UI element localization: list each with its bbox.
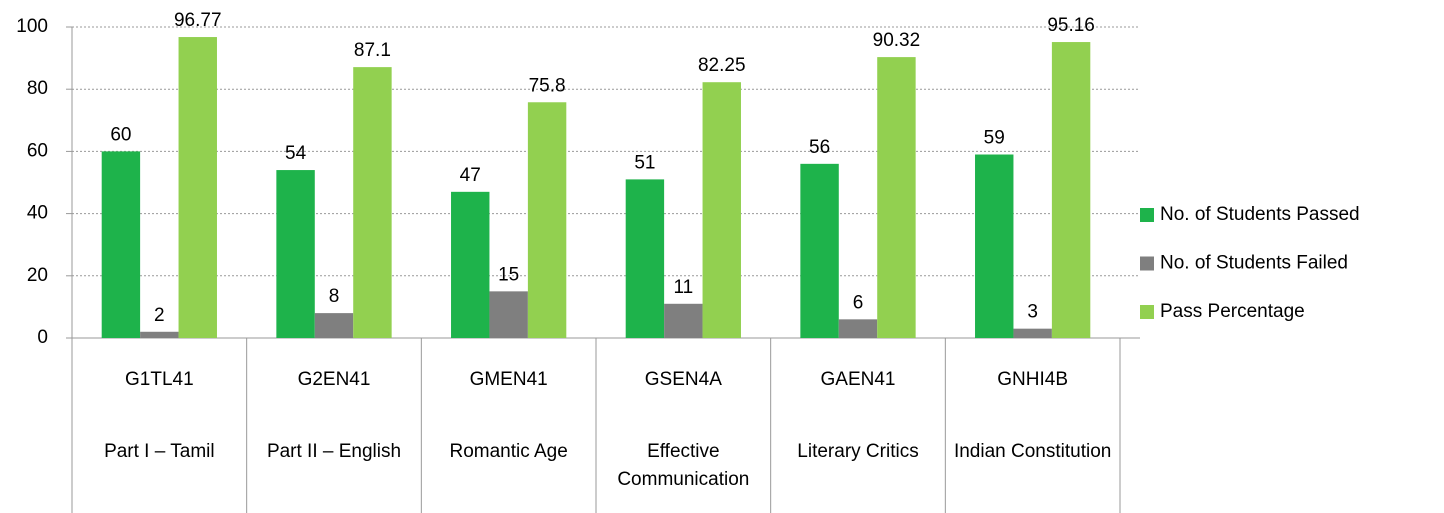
data-label: 87.1 [354, 40, 391, 61]
y-tick-label: 80 [27, 78, 48, 99]
data-label: 8 [329, 286, 340, 307]
category-code: G1TL41 [125, 369, 194, 390]
category-code: GNHI4B [997, 369, 1069, 390]
bar [800, 163, 839, 338]
bar [975, 154, 1014, 338]
legend-label: No. of Students Failed [1160, 253, 1348, 274]
bar [314, 313, 354, 338]
data-label: 54 [285, 143, 307, 164]
data-label: 96.77 [174, 10, 222, 31]
data-label: 3 [1027, 302, 1038, 323]
bar [1013, 328, 1052, 338]
data-label: 82.25 [698, 55, 746, 76]
bar [702, 82, 741, 338]
bar [838, 319, 878, 338]
data-label: 15 [498, 264, 519, 285]
category-name: Indian Constitution [953, 441, 1112, 462]
y-tick-label: 100 [16, 16, 48, 37]
data-label: 95.16 [1047, 15, 1095, 36]
bar [1051, 42, 1091, 338]
category-name: Literary Critics [797, 441, 919, 462]
category-name: Part II – English [266, 441, 402, 462]
y-tick-label: 20 [27, 265, 48, 286]
category-name: Romantic Age [449, 441, 568, 462]
data-label: 90.32 [873, 30, 921, 51]
category-name: Effective Communication [617, 441, 750, 490]
legend-swatch [1140, 305, 1154, 319]
category-code: G2EN41 [297, 369, 371, 390]
legend-swatch [1140, 208, 1154, 222]
y-tick-label: 0 [37, 327, 48, 348]
bar [527, 102, 567, 339]
category-code: GSEN4A [644, 369, 722, 390]
bar [625, 179, 665, 338]
category-code: GAEN41 [820, 369, 896, 390]
bar [276, 170, 315, 338]
data-label: 6 [853, 292, 864, 313]
data-label: 75.8 [529, 75, 566, 96]
bar [489, 291, 528, 338]
bar [353, 67, 392, 338]
y-tick-label: 60 [27, 140, 48, 161]
data-label: 2 [154, 305, 165, 326]
bar [101, 151, 141, 338]
data-label: 11 [673, 277, 693, 298]
bar [877, 57, 916, 339]
category-code: GMEN41 [469, 369, 548, 390]
bar [178, 37, 217, 339]
legend-label: Pass Percentage [1160, 301, 1305, 322]
legend-swatch [1140, 256, 1154, 271]
data-label: 56 [809, 137, 830, 158]
bar [140, 331, 179, 338]
data-label: 59 [984, 128, 1005, 149]
bar [664, 303, 703, 338]
y-tick-label: 40 [27, 203, 48, 224]
bar [451, 191, 490, 338]
category-name: Part I – Tamil [104, 441, 215, 462]
data-label: 47 [460, 165, 481, 186]
legend-label: No. of Students Passed [1160, 204, 1360, 225]
data-label: 51 [634, 152, 655, 173]
data-label: 60 [110, 124, 131, 145]
